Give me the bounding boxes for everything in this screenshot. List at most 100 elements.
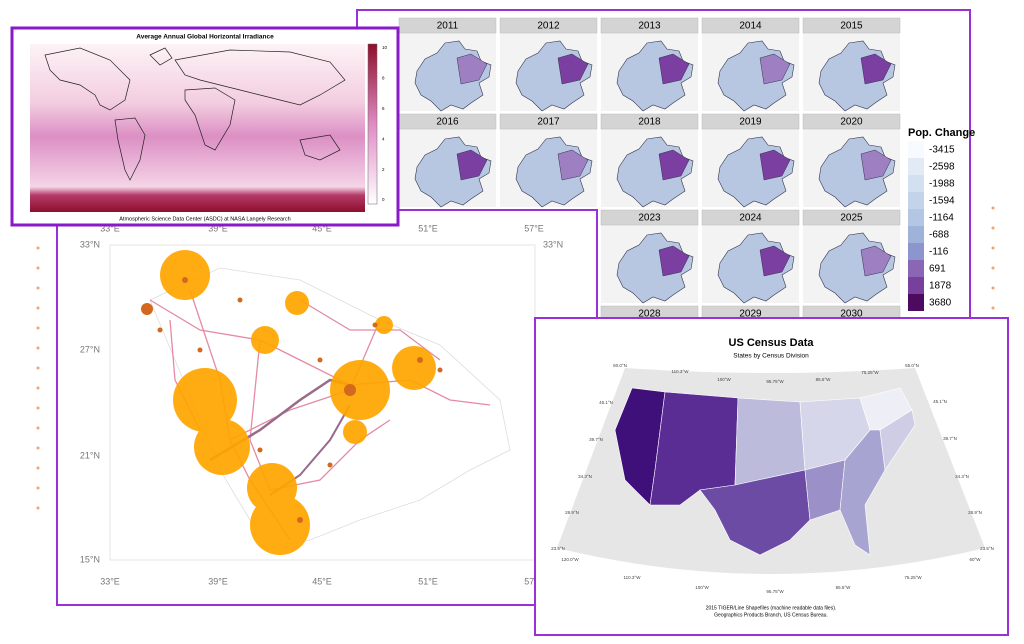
legend-label: -1164 bbox=[929, 213, 954, 224]
legend-label: -2598 bbox=[929, 162, 955, 173]
facet-header bbox=[398, 17, 497, 34]
legend-swatch bbox=[908, 192, 924, 209]
source-line: 2015 TIGER/Line Shapefiles (machine read… bbox=[706, 605, 837, 611]
facet-year: 2014 bbox=[739, 21, 762, 32]
irradiance-field bbox=[30, 44, 365, 212]
borough-highlight bbox=[759, 53, 791, 85]
graticule-label: 100°W bbox=[717, 377, 731, 382]
graticule-label: 34.3°N bbox=[578, 474, 592, 479]
map-source: Atmospheric Science Data Center (ASDC) a… bbox=[119, 216, 291, 222]
borough-highlight bbox=[860, 53, 892, 85]
legend-label: -3415 bbox=[929, 145, 955, 156]
x-label-top: 57°E bbox=[524, 223, 544, 233]
graticule-label: 110.3°W bbox=[672, 369, 690, 374]
legend-swatch bbox=[908, 226, 924, 243]
colorbar-tick: 4 bbox=[382, 136, 385, 141]
panel-frame bbox=[56, 209, 598, 606]
y-label-left: 21°N bbox=[80, 450, 100, 460]
facet-year: 2025 bbox=[840, 213, 863, 224]
map-subtitle: States by Census Division bbox=[733, 353, 809, 360]
facet-year: 2019 bbox=[739, 117, 762, 128]
facet-year: 2028 bbox=[638, 309, 661, 320]
facet-year: 2020 bbox=[840, 117, 863, 128]
x-label-bottom: 39°E bbox=[208, 576, 228, 586]
graticule-label: 23.5°N bbox=[980, 546, 994, 551]
graticule-label: 75.25°W bbox=[904, 575, 922, 580]
colorbar-tick: 6 bbox=[382, 106, 385, 111]
facet-year: 2024 bbox=[739, 213, 762, 224]
city-points bbox=[141, 277, 443, 523]
graticule-label: 23.5°N bbox=[551, 546, 565, 551]
facet-header bbox=[802, 17, 901, 34]
source-line: Geographics Products Branch, US Census B… bbox=[714, 612, 828, 618]
colorbar-tick: 10 bbox=[382, 45, 388, 50]
y-label-left: 27°N bbox=[80, 344, 100, 354]
graticule-label: 75.25°W bbox=[861, 370, 879, 375]
graticule-label: 55.0°N bbox=[905, 363, 919, 368]
legend-swatch bbox=[908, 158, 924, 175]
graticule-label: 120.0°W bbox=[561, 557, 579, 562]
x-label-bottom: 51°E bbox=[418, 576, 438, 586]
legend-swatch bbox=[908, 294, 924, 311]
x-label-bottom: 33°E bbox=[100, 576, 120, 586]
facet-year: 2018 bbox=[638, 117, 661, 128]
y-label-left: 33°N bbox=[80, 239, 100, 249]
facet-header bbox=[701, 209, 800, 226]
legend-label: -1988 bbox=[929, 179, 955, 190]
facet-year: 2015 bbox=[840, 21, 863, 32]
borough-highlight bbox=[456, 149, 488, 181]
x-label-top: 39°E bbox=[208, 223, 228, 233]
facet-header bbox=[802, 113, 901, 130]
graticule-label: 34.3°N bbox=[955, 474, 969, 479]
borough-highlight bbox=[759, 245, 791, 277]
graticule-label: 85.5°W bbox=[816, 377, 832, 382]
x-label-top: 45°E bbox=[312, 223, 332, 233]
facet-header bbox=[701, 17, 800, 34]
coastlines bbox=[44, 47, 346, 181]
legend-swatch bbox=[908, 277, 924, 294]
legend-label: -688 bbox=[929, 230, 949, 241]
x-label-bottom: 45°E bbox=[312, 576, 332, 586]
borough-highlight bbox=[557, 53, 589, 85]
borough-highlight bbox=[860, 245, 892, 277]
legend-label: 3680 bbox=[929, 298, 952, 309]
borough-highlight bbox=[658, 149, 690, 181]
facet-header bbox=[499, 17, 598, 34]
graticule-label: 95.75°W bbox=[766, 379, 784, 384]
legend-label: -116 bbox=[929, 247, 949, 258]
x-label-top: 33°E bbox=[100, 223, 120, 233]
legend-label: 691 bbox=[929, 264, 946, 275]
population-panel: Pop. Change 2011 2012 2013 2014 2015 2016 2017… bbox=[356, 9, 975, 400]
y-label-right: 33°N bbox=[543, 239, 563, 249]
facet-year: 2016 bbox=[436, 117, 459, 128]
map-title: US Census Data bbox=[729, 337, 815, 349]
borough-highlight bbox=[860, 149, 892, 181]
borough-highlight bbox=[658, 245, 690, 277]
facet-header bbox=[499, 113, 598, 130]
borough-highlight bbox=[759, 149, 791, 181]
graticule-label: 110.3°W bbox=[624, 575, 642, 580]
graticule-label: 60°W bbox=[969, 557, 981, 562]
facet-year: 2011 bbox=[437, 21, 459, 32]
city-bubbles bbox=[160, 250, 436, 555]
facet-header bbox=[600, 113, 699, 130]
map-title: Average Annual Global Horizontal Irradia… bbox=[136, 34, 274, 41]
census-panel: US Census Data States by Census Division… bbox=[534, 317, 1009, 636]
legend-label: -1594 bbox=[929, 196, 955, 207]
colorbar-tick: 0 bbox=[382, 197, 385, 202]
facet-header bbox=[600, 17, 699, 34]
graticule-label: 28.9°N bbox=[968, 510, 982, 515]
legend-swatch bbox=[908, 243, 924, 260]
legend-title: Pop. Change bbox=[908, 127, 975, 139]
facet-header bbox=[701, 113, 800, 130]
y-label-left: 15°N bbox=[80, 554, 100, 564]
graticule-label: 95.75°W bbox=[766, 589, 784, 594]
graticule-label: 45.1°N bbox=[933, 399, 947, 404]
legend-swatch bbox=[908, 141, 924, 158]
facet-year: 2012 bbox=[537, 21, 560, 32]
census-divisions bbox=[614, 387, 916, 556]
graticule-label: 45.1°N bbox=[599, 400, 613, 405]
facet-header bbox=[600, 209, 699, 226]
